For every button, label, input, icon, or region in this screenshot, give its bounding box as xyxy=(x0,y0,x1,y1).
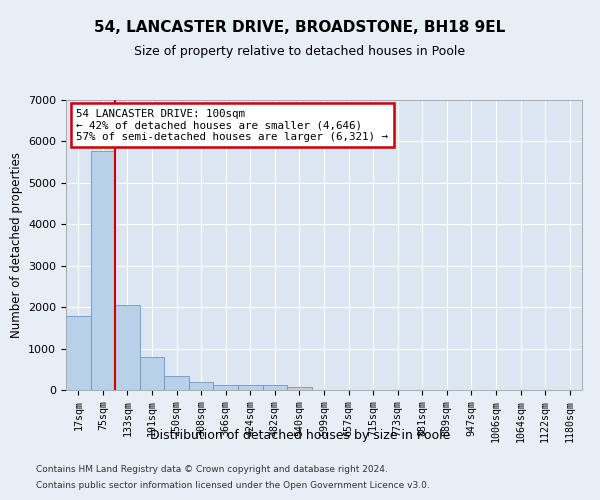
Bar xyxy=(140,357,164,390)
Bar xyxy=(91,150,115,390)
Bar xyxy=(164,376,189,390)
Text: Contains public sector information licensed under the Open Government Licence v3: Contains public sector information licen… xyxy=(36,480,430,490)
Bar xyxy=(189,382,214,390)
Bar xyxy=(238,386,263,390)
Bar xyxy=(214,385,238,390)
Bar xyxy=(115,304,140,390)
Y-axis label: Number of detached properties: Number of detached properties xyxy=(10,152,23,338)
Text: Size of property relative to detached houses in Poole: Size of property relative to detached ho… xyxy=(134,45,466,58)
Bar xyxy=(263,386,287,390)
Text: 54 LANCASTER DRIVE: 100sqm
← 42% of detached houses are smaller (4,646)
57% of s: 54 LANCASTER DRIVE: 100sqm ← 42% of deta… xyxy=(76,108,388,142)
Bar xyxy=(287,386,312,390)
Text: Contains HM Land Registry data © Crown copyright and database right 2024.: Contains HM Land Registry data © Crown c… xyxy=(36,466,388,474)
Bar xyxy=(66,316,91,390)
Text: Distribution of detached houses by size in Poole: Distribution of detached houses by size … xyxy=(150,428,450,442)
Text: 54, LANCASTER DRIVE, BROADSTONE, BH18 9EL: 54, LANCASTER DRIVE, BROADSTONE, BH18 9E… xyxy=(94,20,506,35)
